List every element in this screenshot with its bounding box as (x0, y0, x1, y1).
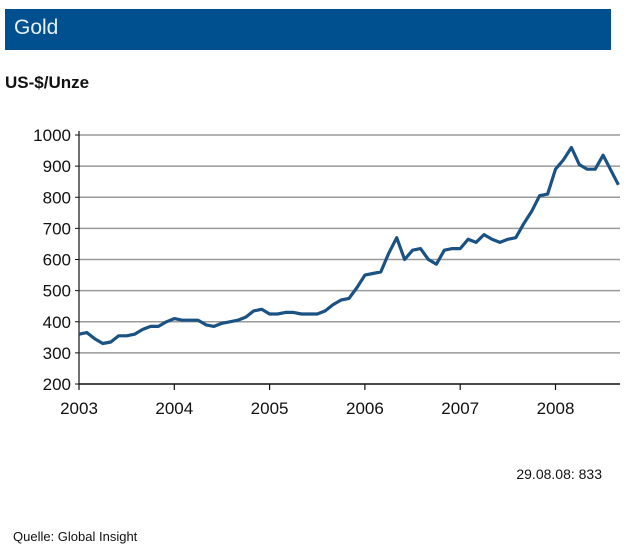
y-tick-label: 1000 (33, 126, 71, 145)
x-tick-label: 2004 (155, 399, 193, 418)
y-tick-label: 600 (43, 251, 71, 270)
y-tick-label: 300 (43, 344, 71, 363)
y-tick-label: 800 (43, 188, 71, 207)
y-tick-label: 900 (43, 157, 71, 176)
y-tick-label: 500 (43, 282, 71, 301)
x-tick-label: 2007 (441, 399, 479, 418)
y-tick-label: 200 (43, 375, 71, 394)
y-tick-label: 700 (43, 219, 71, 238)
chart-title: Gold (14, 16, 59, 39)
gold-price-line (78, 145, 620, 346)
x-tick-label: 2008 (537, 399, 575, 418)
x-tick-label: 2003 (60, 399, 98, 418)
x-tick-label: 2006 (346, 399, 384, 418)
source-note: Quelle: Global Insight (13, 529, 138, 544)
x-tick-label: 2005 (251, 399, 289, 418)
chart-title-bar: Gold (5, 9, 611, 50)
last-value-annotation: 29.08.08: 833 (516, 466, 602, 482)
y-axis-unit-label: US-$/Unze (5, 73, 90, 92)
y-tick-label: 400 (43, 313, 71, 332)
